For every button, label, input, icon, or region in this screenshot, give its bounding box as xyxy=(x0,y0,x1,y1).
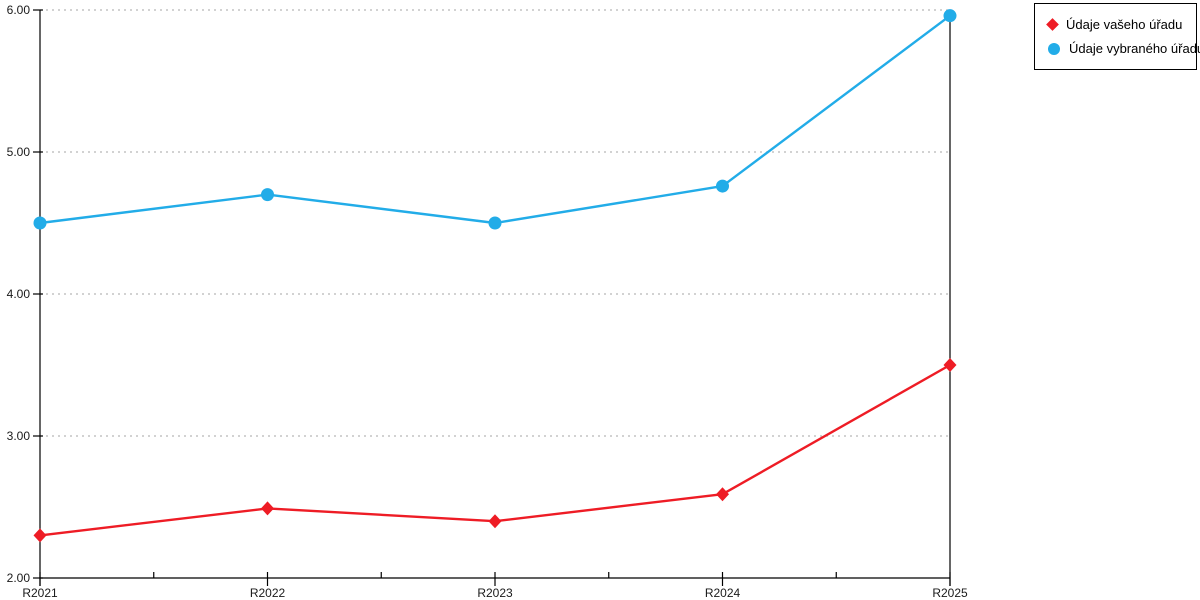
y-tick-label: 4.00 xyxy=(7,287,31,301)
diamond-marker-icon xyxy=(1046,18,1059,31)
legend-label: Údaje vašeho úřadu xyxy=(1066,17,1183,32)
x-tick-label: R2023 xyxy=(477,586,513,600)
data-point-diamond xyxy=(261,501,274,516)
x-tick-label: R2021 xyxy=(22,586,58,600)
legend-item-selected-office: Údaje vybraného úřadu xyxy=(1048,41,1200,56)
data-point-circle xyxy=(488,216,502,230)
legend-item-your-office: Údaje vašeho úřadu xyxy=(1046,17,1196,32)
legend-label: Údaje vybraného úřadu xyxy=(1069,41,1200,56)
data-point-diamond xyxy=(488,514,502,529)
circle-marker-icon xyxy=(1048,42,1060,55)
x-tick-label: R2025 xyxy=(932,586,968,600)
x-tick-label: R2024 xyxy=(705,586,741,600)
y-tick-label: 2.00 xyxy=(7,571,31,585)
data-point-diamond xyxy=(33,528,47,543)
x-tick-label: R2022 xyxy=(250,586,286,600)
y-tick-label: 6.00 xyxy=(7,3,31,17)
series-line-1 xyxy=(38,14,952,225)
data-point-diamond xyxy=(716,487,729,502)
y-tick-label: 3.00 xyxy=(7,429,31,443)
series-line-0 xyxy=(38,363,952,537)
data-point-diamond xyxy=(943,358,957,372)
data-point-circle xyxy=(716,179,729,193)
data-point-circle xyxy=(33,216,47,230)
data-point-circle xyxy=(261,188,274,202)
data-point-circle xyxy=(943,9,957,23)
y-tick-label: 5.00 xyxy=(7,145,31,159)
legend: Údaje vašeho úřadu Údaje vybraného úřadu xyxy=(1034,3,1200,70)
